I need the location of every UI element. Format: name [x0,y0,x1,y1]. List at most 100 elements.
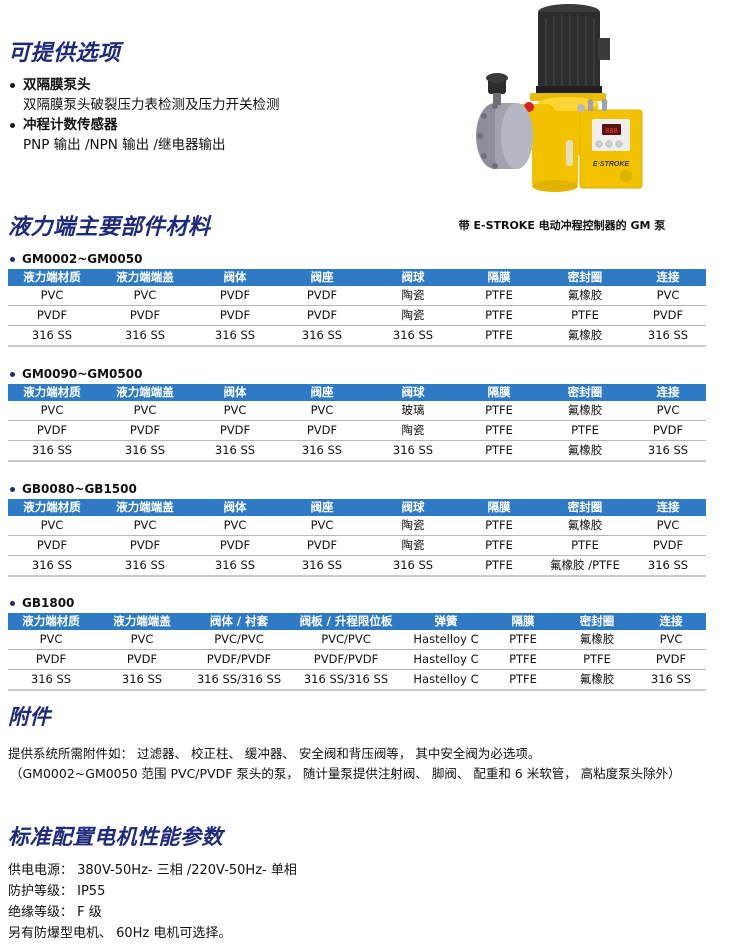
table-label-text: GM0002~GM0050 [22,252,143,266]
table-row: PVDF PVDF PVDF/PVDF PVDF/PVDF Hastelloy … [8,649,706,670]
cell: 316 SS [194,440,276,462]
accessories-heading-wrap: 附件 [8,705,51,729]
cell: PTFE [488,649,558,670]
cell: PVDF [276,305,368,326]
list-item: 冲程计数传感器 PNP 输出 /NPN 输出 /继电器输出 [8,116,388,155]
cell: PTFE [458,555,540,577]
cell: PTFE [488,669,558,691]
cell: PVDF [96,535,194,556]
column-header: 液力端端盖 [94,613,190,630]
table-row: 316 SS 316 SS 316 SS 316 SS 316 SS PTFE … [8,555,706,577]
cell: 316 SS [630,440,706,462]
cell: PVDF [630,305,706,326]
cell: PTFE [458,535,540,556]
cell: 氟橡胶 [540,325,630,347]
cell: 316 SS [96,440,194,462]
bullet-icon [10,372,15,377]
pump-photo: 888 E·STROKE [412,0,712,215]
table-label: GM0090~GM0500 [8,367,750,381]
table-header-row: 液力端材质 液力端端盖 阀体 / 衬套 阀板 / 升程限位板 弹簧 隔膜 密封圈… [8,613,706,630]
column-header: 隔膜 [488,613,558,630]
cell: 316 SS [194,325,276,347]
material-table-group-1: GM0002~GM0050 液力端材质 液力端端盖 阀体 阀座 阀球 隔膜 密封… [0,252,750,349]
material-table-group-4: GB1800 液力端材质 液力端端盖 阀体 / 衬套 阀板 / 升程限位板 弹簧… [0,596,750,693]
column-header: 阀体 / 衬套 [190,613,288,630]
bullet-icon [10,487,15,492]
cell: PTFE [540,535,630,556]
column-header: 隔膜 [458,269,540,286]
cell: PVDF [194,305,276,326]
photo-caption: 带 E-STROKE 电动冲程控制器的 GM 泵 [458,219,666,232]
motor-heading: 标准配置电机性能参数 [8,825,223,849]
cell: 316 SS/316 SS [190,669,288,691]
cell: PVDF [276,535,368,556]
cell: PVDF [8,649,94,670]
material-table-group-3: GB0080~GB1500 液力端材质 液力端端盖 阀体 阀座 阀球 隔膜 密封… [0,482,750,579]
cell: 玻璃 [368,401,458,421]
cell: 316 SS [368,555,458,577]
column-header: 连接 [630,499,706,516]
cell: 陶瓷 [368,305,458,326]
cell: PTFE [488,630,558,650]
cell: PVC [96,516,194,536]
table-row: PVDF PVDF PVDF PVDF 陶瓷 PTFE PTFE PVDF [8,535,706,556]
svg-text:888: 888 [605,127,618,135]
cell: PTFE [458,516,540,536]
options-list: 双隔膜泵头 双隔膜泵头破裂压力表检测及压力开关检测 冲程计数传感器 PNP 输出… [8,76,388,156]
cell: PVC [8,630,94,650]
cell: PVC [636,630,706,650]
svg-text:E·STROKE: E·STROKE [593,161,630,168]
cell: PVDF/PVDF [190,649,288,670]
cell: PVDF/PVDF [288,649,404,670]
cell: PTFE [458,286,540,306]
cell: 316 SS/316 SS [288,669,404,691]
cell: 316 SS [8,440,96,462]
cell: PTFE [458,440,540,462]
cell: 氟橡胶 [540,401,630,421]
column-header: 阀球 [368,384,458,401]
motor-specs: 供电电源： 380V-50Hz- 三相 /220V-50Hz- 单相 防护等级：… [8,860,508,944]
cell: PVDF [96,305,194,326]
cell: 氟橡胶 [558,669,636,691]
cell: PTFE [458,401,540,421]
column-header: 连接 [630,384,706,401]
column-header: 阀体 [194,499,276,516]
table-row: PVDF PVDF PVDF PVDF 陶瓷 PTFE PTFE PVDF [8,305,706,326]
cell: Hastelloy C [404,669,488,691]
column-header: 阀球 [368,499,458,516]
option-title-text: 双隔膜泵头 [23,77,91,93]
cell: PVDF [194,420,276,441]
cell: 316 SS [96,325,194,347]
table-row: PVC PVC PVDF PVDF 陶瓷 PTFE 氟橡胶 PVC [8,286,706,306]
column-header: 液力端端盖 [96,384,194,401]
materials-section-heading-wrap: 液力端主要部件材料 [8,215,211,240]
table-row: PVC PVC PVC/PVC PVC/PVC Hastelloy C PTFE… [8,630,706,650]
cell: PVC/PVC [190,630,288,650]
pump-illustration: 888 E·STROKE [412,0,712,215]
cell: 316 SS [630,555,706,577]
table-label-text: GB0080~GB1500 [22,482,137,496]
cell: PTFE [558,649,636,670]
cell: PVDF [8,305,96,326]
column-header: 液力端材质 [8,269,96,286]
table-row: 316 SS 316 SS 316 SS 316 SS 316 SS PTFE … [8,325,706,347]
cell: PTFE [458,420,540,441]
column-header: 阀体 [194,269,276,286]
option-title-text: 冲程计数传感器 [23,117,118,134]
material-table-group-2: GM0090~GM0500 液力端材质 液力端端盖 阀体 阀座 阀球 隔膜 密封… [0,367,750,464]
cell: 316 SS [636,669,706,691]
cell: PVC [194,401,276,421]
cell: 氟橡胶 [558,630,636,650]
table-row: PVC PVC PVC PVC 玻璃 PTFE 氟橡胶 PVC [8,401,706,421]
cell: PVC [630,401,706,421]
bullet-icon [10,83,15,88]
table-label: GM0002~GM0050 [8,252,750,266]
table-row: PVDF PVDF PVDF PVDF 陶瓷 PTFE PTFE PVDF [8,420,706,441]
bullet-icon [10,257,15,262]
column-header: 密封圈 [540,384,630,401]
motor-heading-wrap: 标准配置电机性能参数 [8,825,223,849]
motor-spec-note: 另有防爆型电机、 60Hz 电机可选择。 [8,926,232,942]
cell: PVDF [630,420,706,441]
accessories-heading: 附件 [8,705,51,729]
